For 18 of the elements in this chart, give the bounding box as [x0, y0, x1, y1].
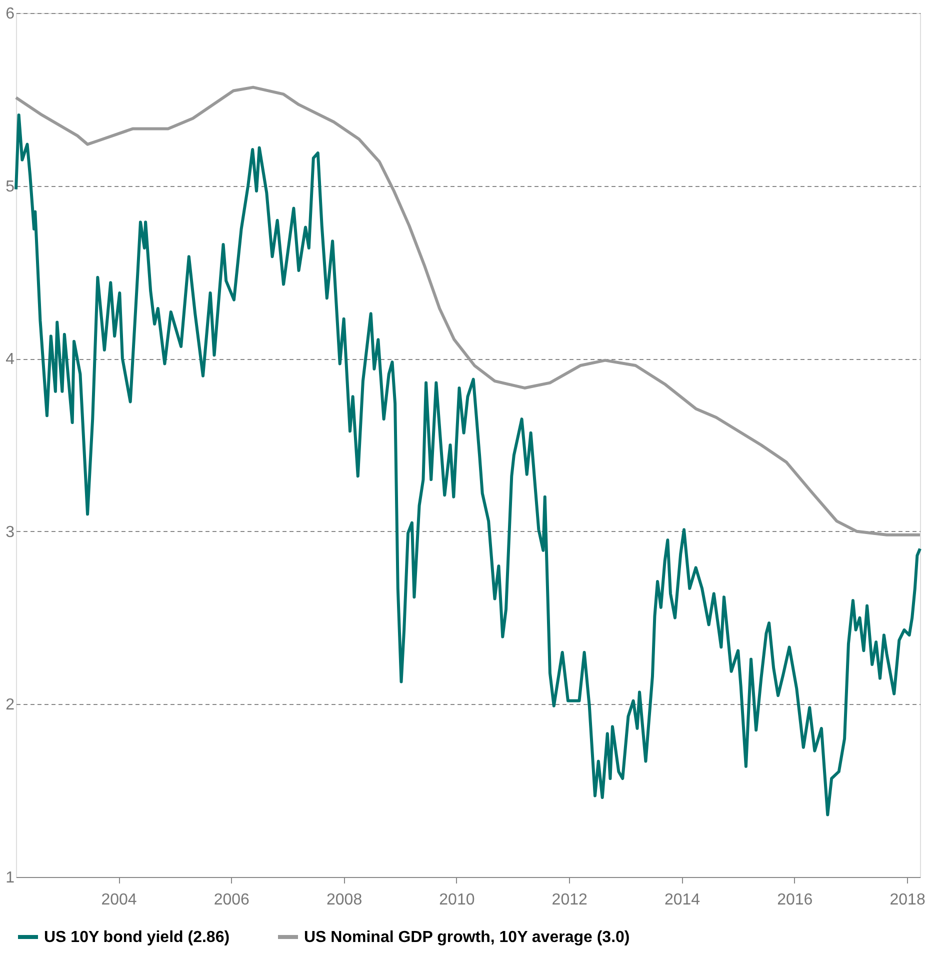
- legend-label: US Nominal GDP growth, 10Y average (3.0): [304, 929, 630, 946]
- x-tick-label: 2010: [439, 892, 475, 908]
- line-series: [14, 113, 922, 816]
- y-tick-label: 4: [6, 351, 15, 368]
- x-tick-label: 2006: [214, 892, 250, 908]
- x-tick-label: 2004: [101, 892, 137, 908]
- y-tick-label: 5: [6, 178, 15, 196]
- x-tick-label: 2008: [326, 892, 362, 908]
- x-tick-label: 2012: [552, 892, 588, 908]
- y-tick-label: 2: [6, 696, 15, 714]
- x-tick-label: 2014: [664, 892, 700, 908]
- legend-label: US 10Y bond yield (2.86): [44, 929, 230, 946]
- y-tick-label: 1: [6, 870, 15, 886]
- x-tick-label: 2018: [890, 892, 926, 908]
- y-tick-label: 3: [6, 524, 15, 541]
- x-tick-label: 2016: [777, 892, 813, 908]
- y-tick-label: 6: [6, 6, 15, 22]
- line-series: [14, 86, 922, 536]
